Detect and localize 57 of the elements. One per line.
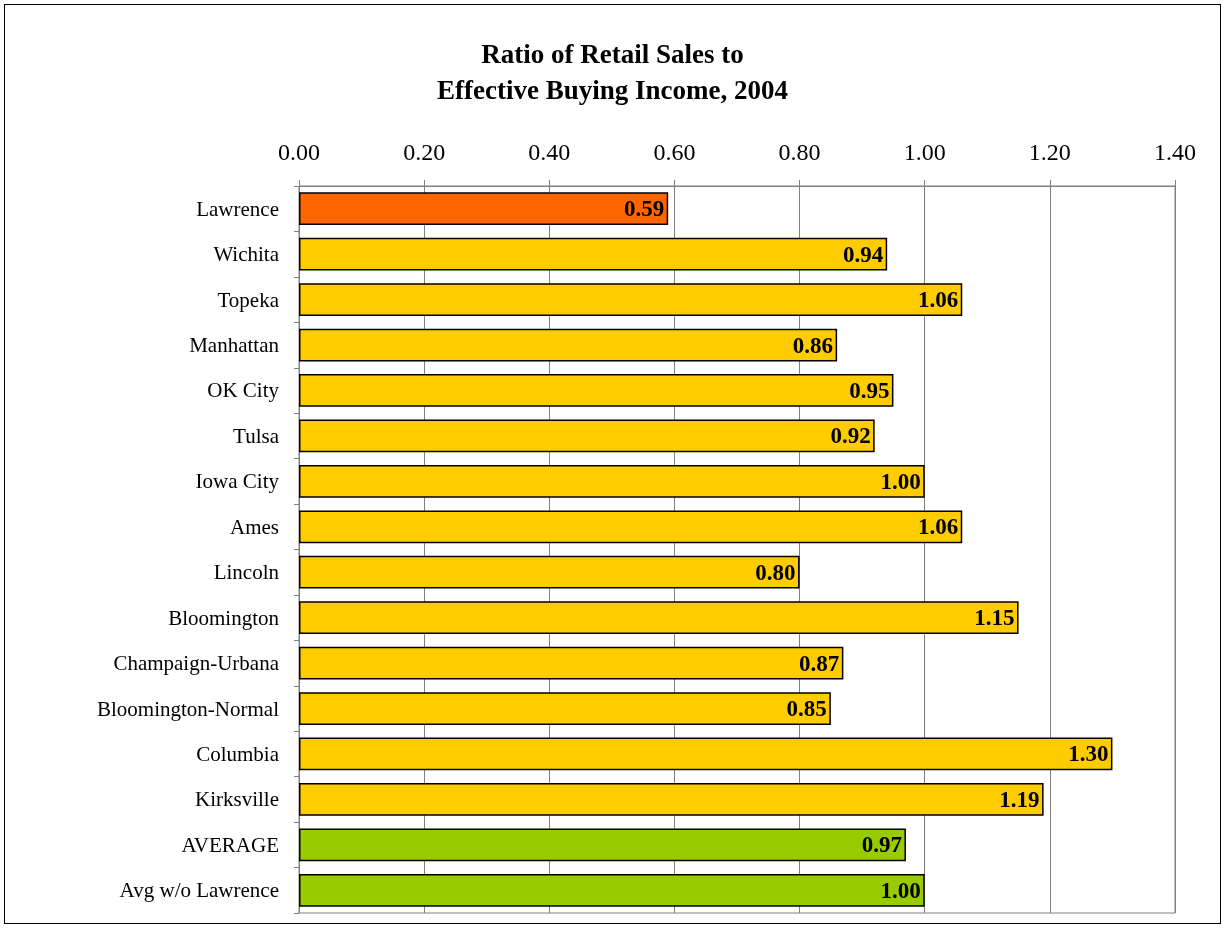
bar xyxy=(299,737,1113,771)
bar xyxy=(299,828,906,862)
x-tick-label: 0.80 xyxy=(778,139,821,165)
y-tick-label: Bloomington-Normal xyxy=(97,696,280,721)
x-tick-label: 0.60 xyxy=(653,139,696,165)
y-tick-label: Wichita xyxy=(213,242,280,267)
y-tick-label: Lawrence xyxy=(196,196,279,221)
y-tick-label: Bloomington xyxy=(168,605,280,630)
data-label: 1.00 xyxy=(880,468,921,494)
bar xyxy=(299,328,838,362)
y-tick-label: Champaign-Urbana xyxy=(113,651,280,676)
data-label: 0.97 xyxy=(861,832,902,858)
bar xyxy=(299,646,844,680)
bar xyxy=(299,601,1019,635)
y-tick-label: Lincoln xyxy=(213,560,280,585)
x-tick-label: 0.20 xyxy=(403,139,446,165)
x-tick-label: 0.00 xyxy=(278,139,320,165)
x-tick-label: 1.20 xyxy=(1028,139,1071,165)
data-label: 0.87 xyxy=(799,650,840,676)
data-label: 0.80 xyxy=(755,559,796,585)
y-tick-label: Avg w/o Lawrence xyxy=(119,878,279,903)
y-tick-label: Columbia xyxy=(196,741,280,766)
y-tick-label: Iowa City xyxy=(195,469,280,494)
data-label: 1.00 xyxy=(880,877,921,903)
y-tick-label: Ames xyxy=(230,514,279,539)
bar xyxy=(299,237,888,271)
bar xyxy=(299,192,669,226)
data-label: 0.92 xyxy=(830,423,871,449)
y-tick-label: Topeka xyxy=(217,287,280,312)
data-label: 1.30 xyxy=(1068,741,1109,767)
bar xyxy=(299,283,963,316)
data-label: 0.59 xyxy=(623,196,665,222)
data-label: 1.19 xyxy=(999,786,1040,812)
bar xyxy=(299,419,875,453)
chart-title: Ratio of Retail Sales to Effective Buying Income, 2004 xyxy=(437,39,788,105)
bar xyxy=(299,555,800,589)
x-tick-label: 1.00 xyxy=(903,139,946,165)
bar xyxy=(299,783,1044,816)
y-tick-label: OK City xyxy=(207,378,280,403)
data-label: 1.06 xyxy=(918,514,959,540)
data-label: 1.15 xyxy=(974,605,1015,631)
bar xyxy=(299,692,831,725)
bar xyxy=(299,873,925,907)
bar xyxy=(299,374,894,407)
data-label: 0.94 xyxy=(842,241,884,267)
data-label: 0.86 xyxy=(792,332,834,358)
y-tick-label: Manhattan xyxy=(189,333,280,358)
data-label: 0.85 xyxy=(786,696,827,722)
x-tick-label: 0.40 xyxy=(528,139,571,165)
data-label: 0.95 xyxy=(849,377,890,403)
y-tick-label: Tulsa xyxy=(233,423,280,448)
x-tick-label: 1.40 xyxy=(1154,139,1196,165)
y-tick-label: Kirksville xyxy=(195,787,279,812)
y-tick-label: AVERAGE xyxy=(181,832,279,857)
bar xyxy=(299,464,925,498)
bar xyxy=(299,510,963,544)
data-label: 1.06 xyxy=(918,287,959,313)
